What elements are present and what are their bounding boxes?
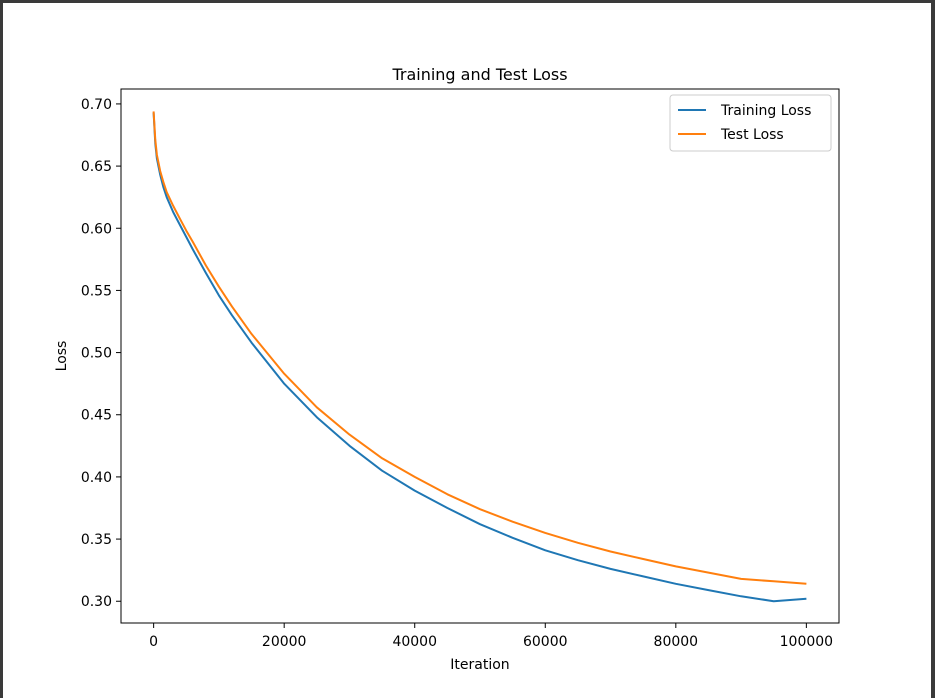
x-tick-label: 0 — [149, 634, 158, 650]
chart-title: Training and Test Loss — [391, 65, 567, 84]
y-tick-label: 0.40 — [81, 470, 112, 486]
series-line-test-loss — [152, 111, 807, 585]
y-tick-label: 0.60 — [81, 221, 112, 237]
plot-area — [152, 111, 807, 603]
x-tick-label: 80000 — [654, 634, 699, 650]
x-tick-label: 40000 — [392, 634, 437, 650]
y-tick-label: 0.50 — [81, 346, 112, 362]
y-tick-label: 0.55 — [81, 283, 112, 299]
x-tick-label: 60000 — [523, 634, 568, 650]
legend-label-training-loss: Training Loss — [720, 103, 811, 119]
y-tick-label: 0.30 — [81, 594, 112, 610]
y-tick-label: 0.45 — [81, 408, 112, 424]
y-tick-label: 0.35 — [81, 532, 112, 548]
x-axis: 0 20000 40000 60000 80000 100000 — [149, 623, 833, 650]
legend-box — [669, 94, 832, 152]
line-chart: 0 20000 40000 60000 80000 100000 0.30 0.35 0.40… — [54, 65, 840, 673]
axes-frame — [120, 88, 840, 624]
x-axis-label: Iteration — [450, 657, 509, 673]
legend: Training Loss Test Loss — [669, 94, 832, 152]
y-axis: 0.30 0.35 0.40 0.45 0.50 0.55 0.60 0.65 0.70 — [81, 97, 121, 610]
y-tick-label: 0.65 — [81, 159, 112, 175]
y-tick-label: 0.70 — [81, 97, 112, 113]
x-tick-label: 100000 — [780, 634, 833, 650]
x-tick-label: 20000 — [262, 634, 307, 650]
legend-label-test-loss: Test Loss — [720, 127, 784, 143]
series-line-training-loss — [152, 112, 807, 603]
y-axis-label: Loss — [54, 341, 70, 372]
